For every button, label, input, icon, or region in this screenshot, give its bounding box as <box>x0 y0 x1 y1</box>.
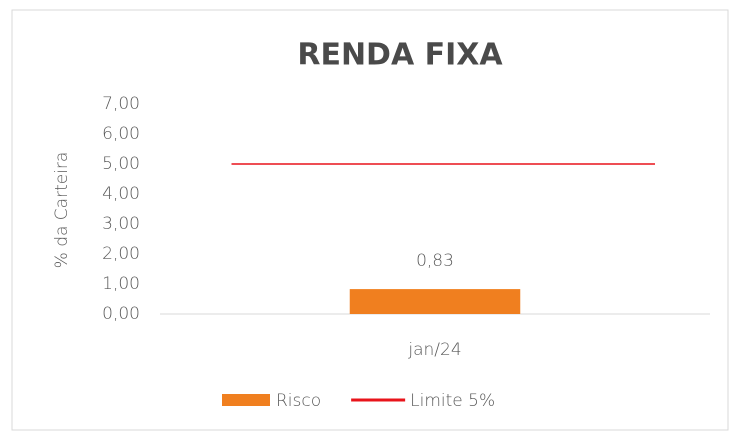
legend-label: Limite 5% <box>410 391 495 411</box>
y-tick-label: 2,00 <box>102 244 140 264</box>
y-tick-label: 6,00 <box>102 124 140 144</box>
legend-label: Risco <box>276 391 321 411</box>
chart-title: RENDA FIXA <box>297 38 503 73</box>
y-tick-label: 7,00 <box>102 94 140 114</box>
x-tick-label: jan/24 <box>407 340 461 360</box>
chart-frame <box>11 9 729 431</box>
bar <box>349 289 521 314</box>
y-tick-label: 0,00 <box>102 304 140 324</box>
y-axis-label: % da Carteira <box>52 152 72 269</box>
legend-swatch <box>222 394 270 406</box>
data-label: 0,83 <box>416 251 454 271</box>
y-tick-label: 1,00 <box>102 274 140 294</box>
y-tick-label: 3,00 <box>102 214 140 234</box>
y-tick-label: 5,00 <box>102 154 140 174</box>
y-tick-label: 4,00 <box>102 184 140 204</box>
